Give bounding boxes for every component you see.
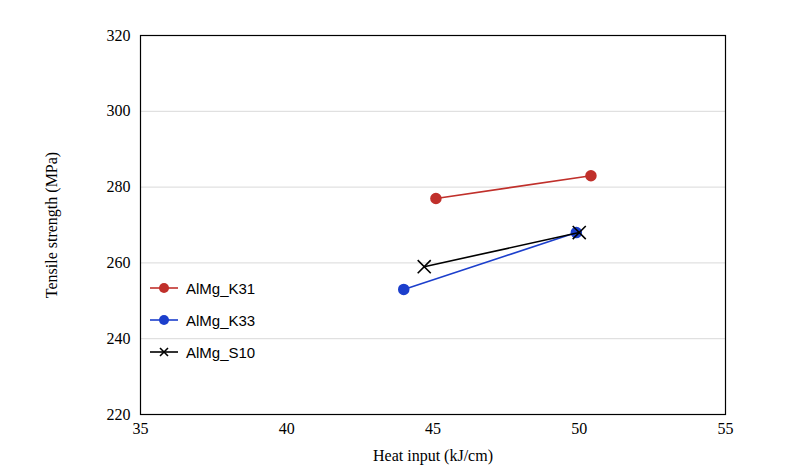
svg-text:35: 35 <box>133 420 149 437</box>
svg-text:280: 280 <box>107 178 131 195</box>
svg-text:40: 40 <box>279 420 295 437</box>
html-text:AlMg_K31: AlMg_K31 <box>186 279 256 297</box>
svg-text:320: 320 <box>107 27 131 44</box>
svg-text:Tensile strength (MPa): Tensile strength (MPa) <box>43 152 61 298</box>
html-text:AlMg_S10: AlMg_S10 <box>186 343 256 361</box>
svg-text:220: 220 <box>107 406 131 423</box>
svg-text:Heat input (kJ/cm): Heat input (kJ/cm) <box>373 447 493 465</box>
svg-text:260: 260 <box>107 254 131 271</box>
svg-text:55: 55 <box>718 420 734 437</box>
svg-text:50: 50 <box>571 420 587 437</box>
svg-text:45: 45 <box>425 420 441 437</box>
svg-text:300: 300 <box>107 102 131 119</box>
svg-text:240: 240 <box>107 330 131 347</box>
html-text:AlMg_K33: AlMg_K33 <box>186 311 256 329</box>
